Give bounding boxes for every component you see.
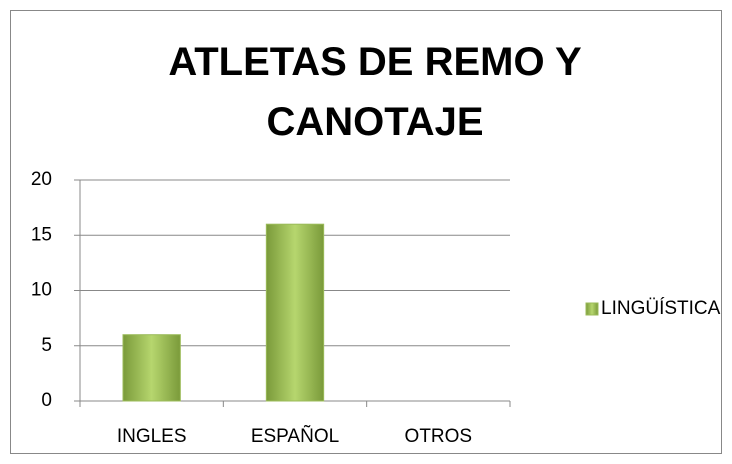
legend-label: LINGÜÍSTICA <box>601 298 721 319</box>
x-tick-label: ESPAÑOL <box>251 425 339 447</box>
bar <box>265 223 325 402</box>
y-tick-label: 0 <box>41 390 52 411</box>
y-tick-label: 10 <box>31 280 52 301</box>
x-tick-label: OTROS <box>405 426 473 447</box>
y-tick-label: 5 <box>41 335 52 356</box>
x-tick-label: INGLES <box>117 426 187 447</box>
y-tick-label: 15 <box>31 224 52 245</box>
chart-title: ATLETAS DE REMO Y CANOTAJE <box>168 40 582 144</box>
legend-swatch <box>585 302 599 316</box>
bar <box>122 334 181 402</box>
y-tick-label: 20 <box>31 169 52 190</box>
